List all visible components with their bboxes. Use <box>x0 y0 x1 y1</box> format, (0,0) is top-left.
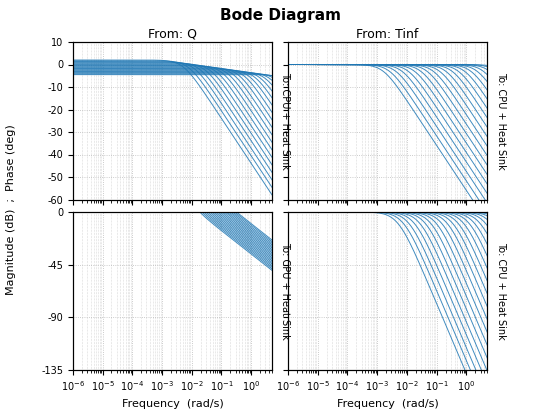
Text: Magnitude (dB)  ;  Phase (deg): Magnitude (dB) ; Phase (deg) <box>6 125 16 295</box>
Y-axis label: To: CPU + Heat Sink: To: CPU + Heat Sink <box>496 72 506 170</box>
Y-axis label: To: CPU + Heat Sink: To: CPU + Heat Sink <box>496 242 506 340</box>
Text: Bode Diagram: Bode Diagram <box>220 8 340 24</box>
Y-axis label: To: CPU + Heat Sink: To: CPU + Heat Sink <box>281 72 291 170</box>
Y-axis label: To: CPU + Heat Sink: To: CPU + Heat Sink <box>281 242 291 340</box>
Title: From: Q: From: Q <box>148 28 197 41</box>
Title: From: Tinf: From: Tinf <box>356 28 419 41</box>
X-axis label: Frequency  (rad/s): Frequency (rad/s) <box>122 399 223 409</box>
X-axis label: Frequency  (rad/s): Frequency (rad/s) <box>337 399 438 409</box>
